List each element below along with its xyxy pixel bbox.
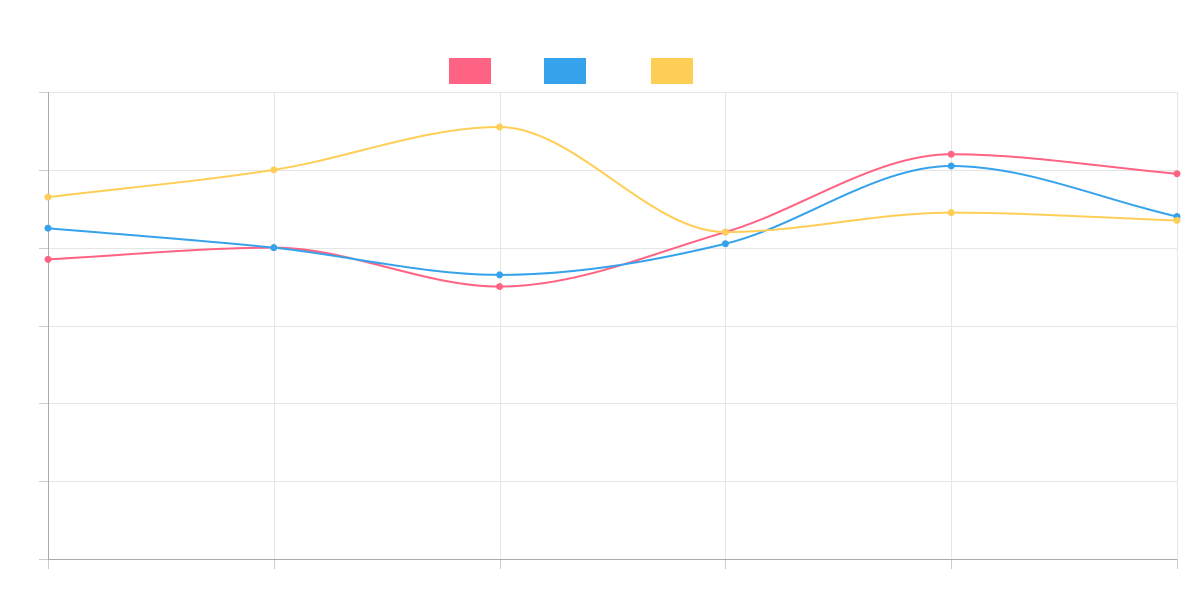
data-point-s1-1 <box>45 256 52 263</box>
legend-swatch-3 <box>651 58 693 84</box>
legend-swatch-2 <box>544 58 586 84</box>
legend-swatch-1 <box>449 58 491 84</box>
data-point-s2-4 <box>722 240 729 247</box>
data-point-s2-5 <box>948 162 955 169</box>
axes <box>39 92 1178 569</box>
series-lines <box>48 127 1177 287</box>
data-point-s1-6 <box>1174 170 1181 177</box>
data-point-s2-2 <box>270 244 277 251</box>
grid <box>48 92 1178 559</box>
data-point-s3-6 <box>1174 217 1181 224</box>
data-point-s1-3 <box>496 283 503 290</box>
series-line-2 <box>48 166 1177 275</box>
data-point-s3-5 <box>948 209 955 216</box>
data-point-s2-3 <box>496 271 503 278</box>
data-point-s3-2 <box>270 166 277 173</box>
legend <box>449 58 693 84</box>
series-line-3 <box>48 127 1177 232</box>
data-point-s2-1 <box>45 225 52 232</box>
data-point-s3-1 <box>45 194 52 201</box>
data-point-s3-4 <box>722 229 729 236</box>
data-point-s1-5 <box>948 151 955 158</box>
data-point-s3-3 <box>496 124 503 131</box>
